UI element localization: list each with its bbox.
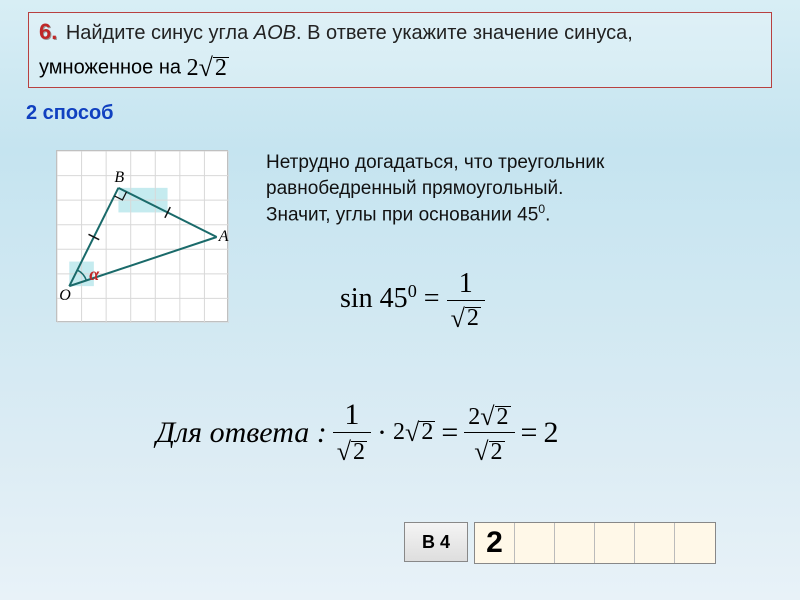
svg-text:O: O <box>59 287 71 304</box>
explain-line: равнобедренный прямоугольный. <box>266 176 756 202</box>
lhs: sin 45 <box>340 283 408 314</box>
answer-cell[interactable] <box>675 523 715 563</box>
angle-name: AOB <box>254 22 296 44</box>
denominator: √2 <box>447 301 485 334</box>
coef: 2 <box>468 404 480 431</box>
numerator: 1 <box>447 268 485 301</box>
denominator: √2 <box>333 433 371 467</box>
sqrt-icon: √ <box>474 437 488 467</box>
radicand: 2 <box>495 406 511 429</box>
term: 2√2 <box>393 418 435 448</box>
svg-text:A: A <box>218 228 229 245</box>
explanation: Нетрудно догадаться, что треугольник рав… <box>266 150 756 228</box>
sqrt-icon: √ <box>199 53 213 83</box>
figure-svg: α O B A <box>57 151 229 323</box>
radicand: 2 <box>213 57 229 80</box>
sqrt-icon: √ <box>405 418 419 448</box>
text: . В ответе укажите значение синуса, <box>296 22 633 44</box>
sqrt-icon: √ <box>451 304 465 334</box>
text: Найдите синус угла <box>66 22 254 44</box>
answer-cell[interactable] <box>555 523 595 563</box>
eq: = <box>441 416 458 450</box>
answer-label-box: В 4 <box>404 522 468 562</box>
answer-cells: 2 <box>474 522 716 564</box>
answer-cell[interactable] <box>595 523 635 563</box>
numerator: 1 <box>333 398 371 433</box>
coef: 2 <box>393 419 405 446</box>
fraction: 1 √2 <box>333 398 371 467</box>
formula-answer: Для ответа : 1 √2 · 2√2 = 2√2 √2 = 2 <box>156 398 558 467</box>
fraction: 1 √2 <box>447 268 485 334</box>
fraction: 2√2 √2 <box>464 398 514 467</box>
sqrt-icon: √ <box>480 402 494 432</box>
problem-text-2: умноженное на 2√2 <box>39 53 761 83</box>
explain-line: Значит, углы при основании 450. <box>266 201 756 228</box>
text: . <box>545 205 550 226</box>
eq: = <box>521 416 538 450</box>
answer-cell[interactable]: 2 <box>475 523 515 563</box>
formula-sin45: sin 450 = 1 √2 <box>340 268 485 334</box>
answer-row: В 4 2 <box>404 522 716 564</box>
multiplier-expr: 2√2 <box>187 53 229 83</box>
answer-cell[interactable] <box>635 523 675 563</box>
svg-text:B: B <box>114 169 124 186</box>
explain-line: Нетрудно догадаться, что треугольник <box>266 150 756 176</box>
coef: 2 <box>187 55 199 82</box>
sqrt-icon: √ <box>337 437 351 467</box>
problem-text-1: Найдите синус угла AOB. В ответе укажите… <box>66 22 633 44</box>
geometry-figure: α O B A <box>56 150 228 322</box>
problem-box: 6. Найдите синус угла AOB. В ответе укаж… <box>28 12 772 88</box>
eq: = <box>417 283 447 314</box>
radicand: 2 <box>465 307 481 330</box>
label: Для ответа : <box>156 416 327 450</box>
text: умноженное на <box>39 56 187 78</box>
degree: 0 <box>408 281 417 301</box>
dot: · <box>377 416 387 450</box>
result: 2 <box>543 416 558 450</box>
text: Значит, углы при основании 45 <box>266 205 538 226</box>
radicand: 2 <box>419 421 435 444</box>
problem-number: 6. <box>39 19 57 45</box>
radicand: 2 <box>489 441 505 464</box>
svg-text:α: α <box>89 264 100 284</box>
denominator: √2 <box>464 433 514 467</box>
answer-cell[interactable] <box>515 523 555 563</box>
method-label: 2 способ <box>26 102 114 125</box>
radicand: 2 <box>351 441 367 464</box>
numerator: 2√2 <box>464 398 514 433</box>
